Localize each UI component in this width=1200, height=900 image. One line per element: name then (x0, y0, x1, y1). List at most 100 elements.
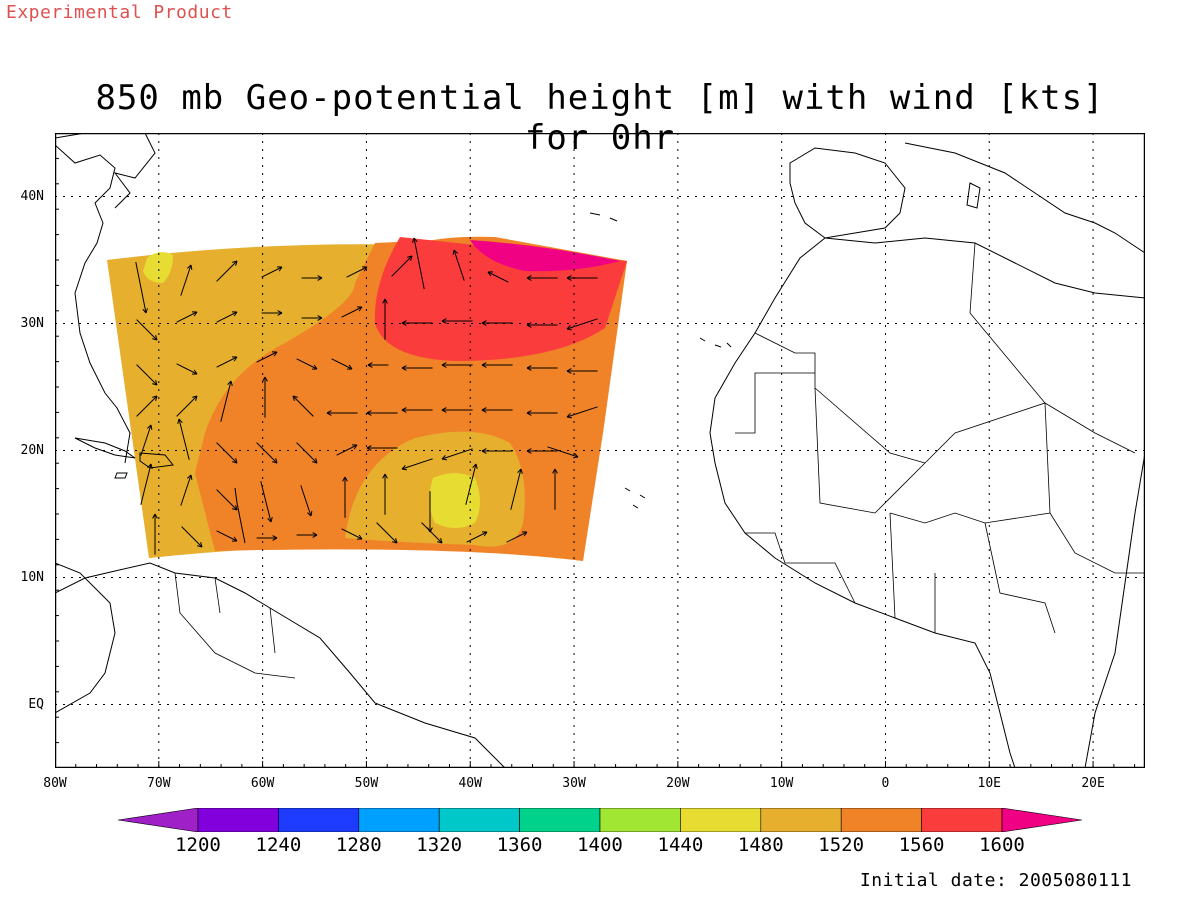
y-tick-label: 10N (20, 569, 44, 585)
wind-arrow-head (526, 367, 532, 371)
axis-tick-marks (54, 132, 1136, 769)
wind-arrow-head (392, 541, 398, 544)
wind-arrow (566, 406, 598, 418)
colorbar-level-label: 1480 (737, 834, 784, 856)
wind-arrow-head (193, 369, 198, 375)
x-tick-label: 60W (250, 776, 275, 791)
wind-arrow (421, 522, 443, 544)
wind-arrow-head (197, 545, 203, 548)
colorbar-level-label: 1200 (175, 834, 221, 856)
y-tick-label: 20N (20, 442, 44, 458)
wind-arrow-head (190, 264, 193, 271)
wind-arrow-head (566, 328, 573, 331)
wind-arrow (292, 395, 314, 417)
colorbar-min-triangle (118, 808, 199, 832)
wind-arrow-head (155, 395, 158, 401)
x-tick-label: 80W (43, 776, 67, 791)
wind-arrow-head (441, 407, 447, 411)
wind-arrow-head (264, 376, 268, 382)
map-title: 850 mb Geo-potential height [m] with win… (95, 78, 1105, 158)
colorbar-box (599, 808, 681, 832)
wind-arrow-head (437, 541, 443, 544)
wind-arrow (401, 458, 433, 470)
border-western-sahara (754, 332, 816, 373)
wind-arrow-head (146, 424, 152, 429)
x-tick-label: 10W (769, 776, 794, 791)
coast-azores (589, 212, 618, 222)
coast-east-africa (1084, 452, 1145, 768)
map-panel (54, 132, 1146, 769)
wind-arrow-head (366, 410, 372, 414)
wind-arrow-head (233, 536, 238, 542)
wind-arrow-head (227, 380, 232, 386)
wind-arrow-head (313, 364, 318, 370)
wind-arrow (341, 528, 363, 540)
border-niger-chad (889, 402, 1051, 524)
wind-arrow-head (481, 322, 487, 326)
coast-cape-verde (624, 487, 646, 509)
wind-arrow (136, 319, 158, 341)
wind-arrow-head (358, 534, 363, 540)
wind-arrow-head (232, 461, 238, 464)
wind-arrow (176, 363, 198, 375)
coast-north-america (55, 144, 131, 464)
height-field (107, 236, 627, 561)
wind-arrow-head (441, 364, 447, 368)
wind-arrow-head (312, 534, 318, 538)
wind-arrow-head (401, 365, 407, 369)
coast-africa (709, 237, 1016, 768)
wind-arrow-head (277, 312, 283, 316)
wind-arrow-head (326, 412, 332, 416)
wind-arrow-head (232, 508, 238, 511)
y-tick-label: EQ (28, 696, 44, 712)
wind-arrow-head (412, 237, 415, 243)
wind-arrow-head (366, 445, 372, 449)
wind-arrow (180, 474, 192, 506)
wind-arrow-head (267, 517, 272, 523)
wind-arrow-head (413, 237, 418, 243)
wind-arrow (261, 266, 283, 278)
contour-1480-nw (143, 252, 173, 283)
wind-arrow-head (366, 447, 372, 451)
wind-arrow-head (317, 317, 323, 321)
wind-arrow (256, 442, 278, 464)
colorbar-box (760, 808, 842, 832)
wind-arrow-head (348, 364, 353, 370)
x-tick-label: 0 (881, 776, 890, 791)
wind-arrow (180, 264, 192, 296)
wind-arrow-head (523, 531, 528, 537)
coast-sardinia (966, 182, 981, 209)
wind-arrow-head (384, 298, 388, 304)
wind-arrow-head (272, 535, 278, 539)
wind-arrow-head (292, 395, 298, 398)
coast-central-america (55, 562, 116, 714)
wind-arrow-head (384, 473, 388, 479)
x-tick-label: 20E (1081, 776, 1105, 791)
wind-arrow-head (233, 311, 238, 317)
wind-arrow (413, 237, 425, 290)
wind-arrow-head (401, 322, 407, 326)
wind-arrow-head (566, 277, 572, 281)
wind-arrow (296, 358, 318, 370)
wind-arrow-head (152, 338, 158, 341)
wind-arrow-head (233, 356, 238, 362)
x-tick-label: 40W (458, 776, 482, 791)
colorbar-level-label: 1560 (898, 834, 945, 856)
wind-arrow (216, 489, 238, 511)
wind-arrow-head (358, 306, 363, 312)
wind-arrow-head (142, 308, 147, 314)
wind-arrow-head (152, 513, 156, 519)
wind-arrow-head (526, 412, 532, 416)
coast-iberia (789, 147, 906, 239)
wind-arrow-head (395, 538, 398, 544)
wind-arrow-head (232, 260, 238, 263)
wind-arrow-head (177, 418, 180, 424)
wind-arrow (465, 463, 477, 505)
wind-arrow-head (326, 410, 332, 414)
wind-arrow-head (452, 249, 455, 256)
wind-arrow-head (566, 275, 572, 279)
wind-arrow (466, 531, 488, 543)
coast-north-africa (824, 237, 1145, 299)
wind-arrow (510, 468, 522, 510)
wind-arrow-head (526, 277, 532, 281)
